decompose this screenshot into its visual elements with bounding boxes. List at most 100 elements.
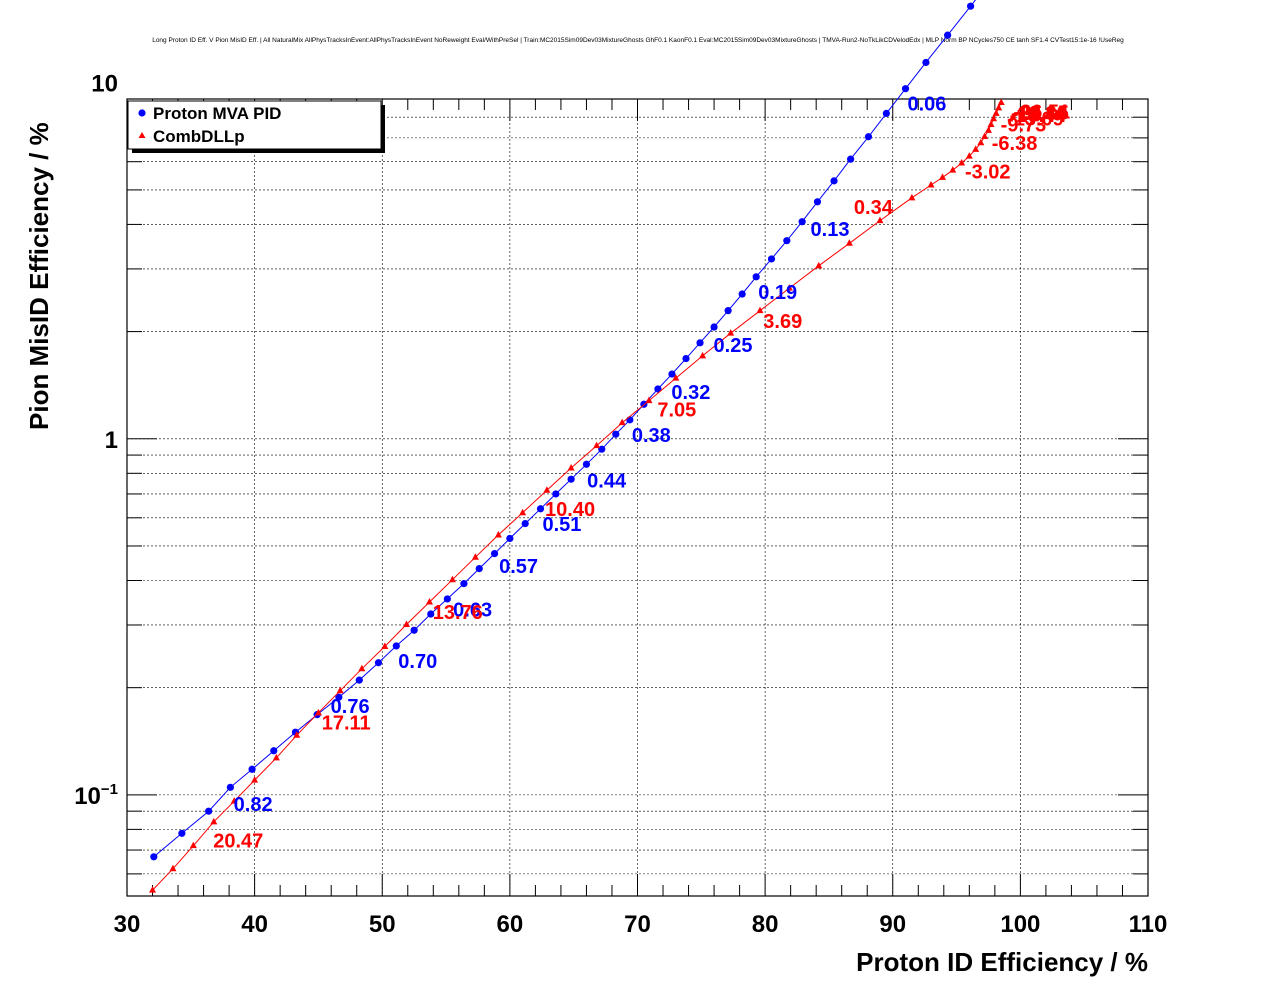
data-point [847,155,855,163]
data-point [355,676,363,684]
data-point [965,152,973,159]
data-point [521,519,529,528]
data-point [939,173,947,180]
data-label: 0.25 [714,335,753,357]
data-point [798,218,806,226]
data-point [990,114,998,122]
data-point [618,418,626,426]
data-point [727,329,735,336]
data-point [471,553,479,560]
data-point [314,708,322,716]
legend-label-proton-mva: Proton MVA PID [153,104,281,123]
data-point [230,797,238,804]
data-point [626,416,634,424]
data-label: 13.76 [433,602,483,624]
data-label: -16.44 [1010,105,1068,127]
data-point [552,490,560,498]
data-point [272,753,280,761]
data-point [984,126,992,133]
y-axis-label: Pion MisID Efficiency / % [24,122,54,430]
legend-marker-proton-mva [138,109,146,117]
data-point [189,841,197,849]
x-tick-label: 30 [114,911,141,938]
data-label: 0.34 [854,197,894,219]
data-point [977,138,985,146]
data-point [402,620,410,627]
x-tick-label: 110 [1129,911,1168,938]
legend: Proton MVA PID CombDLLp [127,100,385,153]
data-point [374,659,383,667]
data-point [427,610,435,618]
x-tick-label: 40 [241,911,268,938]
data-point [967,2,975,10]
data-point [922,58,930,67]
data-point [668,370,676,378]
y-tick-label: 1 [105,427,118,454]
data-label: 3.69 [763,311,802,333]
data-point [830,177,838,185]
data-label: 10.40 [545,499,595,521]
data-point [783,237,791,245]
data-point [724,307,732,315]
x-tick-label: 50 [369,911,396,938]
data-point [598,445,606,453]
data-point [149,886,157,893]
data-point [582,460,591,468]
legend-box [127,100,382,150]
data-label: 0.76 [331,696,370,718]
data-label: 0.06 [908,94,947,116]
data-label: 0.70 [398,651,437,673]
data-point [864,133,873,141]
data-point [392,642,400,650]
data-point [543,486,551,493]
data-point [248,765,256,773]
data-point [908,193,916,201]
data-point [785,284,793,291]
x-tick-label: 60 [497,911,524,938]
data-point [460,580,468,588]
data-label: -13.09 [1007,108,1064,130]
annotation-layer: 0.82 0.76 0.70 0.63 0.570.510.44 0.380.32 0.25… [213,94,1070,853]
data-point [519,508,527,516]
chart-title: Long Proton ID Eff. V Pion MisID Eff. | … [152,37,1124,44]
data-point [756,306,764,314]
data-point [593,441,601,449]
data-point [845,239,853,246]
legend-marker-combdllp [138,132,146,138]
data-label: 20.47 [213,831,263,853]
data-label: -3.02 [965,162,1011,184]
data-point [210,817,218,825]
data-point [987,120,995,128]
data-point [612,430,620,438]
data-label: -9.73 [1001,115,1047,137]
data-point [995,103,1003,111]
data-label: 0.13 [811,219,850,241]
data-point [767,255,776,263]
data-point [752,273,760,281]
series-combdllp [149,98,1005,893]
data-point [381,642,389,650]
data-point [876,216,884,224]
data-point [490,549,499,558]
data-label: 0.51 [543,514,582,536]
data-point [682,354,690,363]
data-point [178,829,186,837]
data-point [567,475,575,483]
data-label: -19.80 [1011,103,1068,125]
grid [127,98,1148,896]
data-point [710,323,718,331]
x-tick-label: 90 [879,911,906,938]
data-label: 0.44 [587,470,627,492]
data-point [981,132,989,140]
data-point [949,166,957,173]
data-point [997,98,1005,105]
data-label: -26.51 [1013,101,1070,123]
data-point [425,598,433,605]
data-point [358,664,366,672]
data-label: 0.19 [758,282,797,304]
legend-label-combdllp: CombDLLp [153,127,245,146]
data-point [654,385,662,393]
data-label: -6.38 [992,133,1038,155]
